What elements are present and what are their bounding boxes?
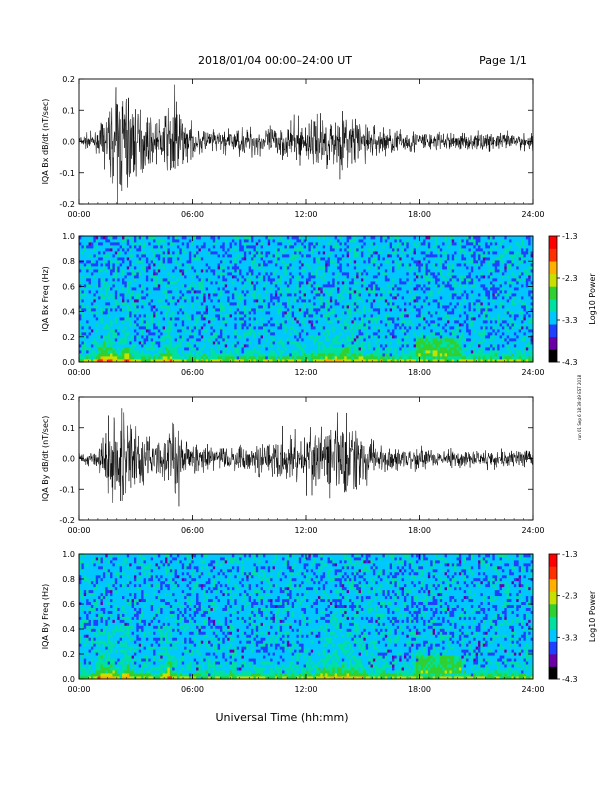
x-tick-label: 06:00 [181, 526, 204, 535]
colorbar: -1.3 -2.3 -3.3 -4.3 Log10 Power [549, 550, 597, 684]
y-tick-label: 0.0 [62, 138, 75, 147]
colorbar-swatch [549, 604, 557, 617]
colorbar: -1.3 -2.3 -3.3 -4.3 Log10 Power [549, 232, 597, 367]
colorbar-label: Log10 Power [588, 590, 597, 642]
colorbar-tick-label: -1.3 [562, 232, 578, 241]
colorbar-swatch [549, 629, 557, 642]
colorbar-swatch [549, 617, 557, 630]
colorbar-swatch [549, 286, 557, 299]
y-tick-label: -0.2 [59, 200, 75, 209]
panels-group: 0.2 0.1 0.0 -0.1 -0.2 IQA Bx dB/dt (nT/sec) 00… [41, 75, 597, 694]
colorbar-swatch [549, 592, 557, 605]
colorbar-tick-label: -1.3 [562, 550, 578, 559]
colorbar-swatch [549, 642, 557, 655]
colorbar-swatch [549, 261, 557, 274]
colorbar-tick-label: -3.3 [562, 633, 578, 642]
y-tick-label: 0.2 [62, 393, 75, 402]
chart-title: 2018/01/04 00:00–24:00 UT [198, 54, 352, 67]
x-tick-label: 06:00 [181, 685, 204, 694]
y-tick-label: -0.1 [59, 169, 75, 178]
colorbar-swatch [549, 236, 557, 249]
y-tick-label: 0.0 [62, 358, 75, 367]
colorbar-swatch [549, 554, 557, 567]
x-tick-label: 12:00 [294, 526, 317, 535]
x-tick-label: 12:00 [294, 210, 317, 219]
waveform-trace [79, 408, 533, 506]
x-axis-label: Universal Time (hh:mm) [216, 711, 349, 724]
x-tick-label: 24:00 [521, 210, 544, 219]
x-tick-label: 24:00 [521, 368, 544, 377]
y-tick-label: -0.1 [59, 485, 75, 494]
x-tick-label: 06:00 [181, 210, 204, 219]
y-tick-label: 0.1 [62, 424, 75, 433]
y-tick-label: 0.8 [62, 575, 75, 584]
x-tick-label: 00:00 [67, 368, 90, 377]
y-tick-label: 0.2 [62, 650, 75, 659]
y-tick-label: 0.4 [62, 625, 75, 634]
colorbar-swatch [549, 349, 557, 362]
colorbar-swatch [549, 312, 557, 325]
x-tick-label: 12:00 [294, 685, 317, 694]
y-tick-label: 0.2 [62, 333, 75, 342]
x-tick-label: 12:00 [294, 368, 317, 377]
colorbar-swatch [549, 249, 557, 262]
colorbar-tick-label: -3.3 [562, 316, 578, 325]
spectrogram-cells [79, 236, 533, 362]
colorbar-swatch [549, 579, 557, 592]
y-tick-label: 0.2 [62, 75, 75, 84]
x-tick-label: 18:00 [408, 210, 431, 219]
run-stamp: run 01 Sep 6 18:39:49 EST 2018 [577, 374, 582, 440]
colorbar-swatch [549, 274, 557, 287]
colorbar-tick-label: -2.3 [562, 592, 578, 601]
x-tick-label: 24:00 [521, 526, 544, 535]
colorbar-tick-label: -4.3 [562, 675, 578, 684]
spectrogram-cells [79, 554, 533, 679]
colorbar-swatch [549, 337, 557, 350]
y-tick-label: 1.0 [62, 550, 75, 559]
x-tick-label: 18:00 [408, 526, 431, 535]
x-tick-label: 00:00 [67, 526, 90, 535]
colorbar-tick-label: -2.3 [562, 274, 578, 283]
y-tick-label: 0.6 [62, 600, 75, 609]
x-tick-label: 24:00 [521, 685, 544, 694]
x-tick-label: 18:00 [408, 368, 431, 377]
waveform-series [79, 85, 533, 204]
page-indicator: Page 1/1 [479, 54, 527, 67]
y-axis-label: IQA Bx Freq (Hz) [41, 266, 50, 332]
y-tick-label: 0.6 [62, 282, 75, 291]
waveform-series [79, 408, 533, 506]
colorbar-swatch [549, 667, 557, 680]
x-tick-label: 00:00 [67, 685, 90, 694]
colorbar-swatch [549, 324, 557, 337]
y-axis-label: IQA Bx dB/dt (nT/sec) [41, 99, 50, 185]
colorbar-swatch [549, 299, 557, 312]
colorbar-label: Log10 Power [588, 273, 597, 325]
y-tick-label: -0.2 [59, 516, 75, 525]
colorbar-swatch [549, 654, 557, 667]
y-tick-label: 0.1 [62, 106, 75, 115]
colorbar-tick-label: -4.3 [562, 358, 578, 367]
y-tick-label: 0.0 [62, 675, 75, 684]
y-tick-label: 0.0 [62, 455, 75, 464]
x-tick-label: 06:00 [181, 368, 204, 377]
x-tick-label: 18:00 [408, 685, 431, 694]
y-axis-label: IQA By dB/dt (nT/sec) [41, 416, 50, 502]
x-tick-label: 00:00 [67, 210, 90, 219]
y-tick-label: 0.4 [62, 308, 75, 317]
colorbar-swatch [549, 567, 557, 580]
y-tick-label: 0.8 [62, 257, 75, 266]
y-axis-label: IQA By Freq (Hz) [41, 584, 50, 650]
waveform-trace [79, 85, 533, 204]
y-tick-label: 1.0 [62, 232, 75, 241]
